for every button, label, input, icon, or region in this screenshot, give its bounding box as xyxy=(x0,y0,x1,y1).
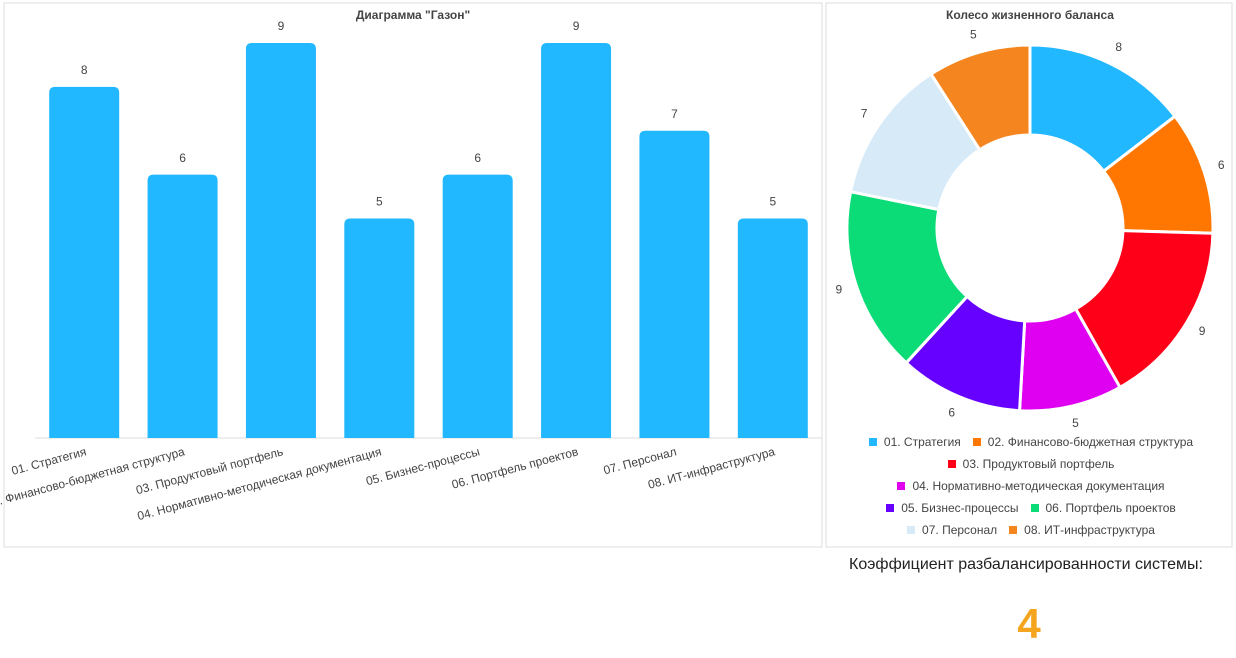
value-label: 6 xyxy=(1218,158,1225,172)
value-label: 9 xyxy=(278,19,285,33)
value-label: 8 xyxy=(1115,40,1122,54)
bar xyxy=(344,218,415,438)
legend-item[interactable]: 04. Нормативно-методическая документация xyxy=(897,475,1165,497)
value-label: 8 xyxy=(81,63,88,77)
pie-sector xyxy=(928,43,1032,152)
bar-title: Диаграмма "Газон" xyxy=(356,8,470,22)
legend-item[interactable]: 05. Бизнес-процессы xyxy=(886,497,1019,519)
legend-item[interactable]: 06. Портфель проектов xyxy=(1030,497,1176,519)
bar xyxy=(49,86,120,438)
bar xyxy=(541,43,612,438)
pie-sector xyxy=(1073,229,1215,390)
bar xyxy=(737,218,808,438)
bar xyxy=(442,174,513,438)
value-label: 7 xyxy=(861,107,868,121)
legend-item[interactable]: 03. Продуктовый портфель xyxy=(947,453,1115,475)
legend-label: 01. Стратегия xyxy=(883,435,961,449)
legend-label: 06. Портфель проектов xyxy=(1045,501,1176,515)
bar xyxy=(147,174,218,438)
bar xyxy=(245,43,316,438)
bar-panel xyxy=(3,2,823,548)
legend-label: 03. Продуктовый портфель xyxy=(962,457,1115,471)
legend: 01. Стратегия 02. Финансово-бюджетная стр… xyxy=(846,431,1216,541)
legend-swatch xyxy=(1030,504,1039,512)
value-label: 5 xyxy=(769,195,776,209)
legend-label: 05. Бизнес-процессы xyxy=(901,501,1019,515)
value-label: 5 xyxy=(1072,416,1079,430)
legend-label: 07. Персонал xyxy=(922,523,998,537)
legend-label: 08. ИТ-инфраструктура xyxy=(1024,523,1155,537)
legend-swatch xyxy=(947,460,956,468)
legend-swatch xyxy=(897,482,906,490)
value-label: 6 xyxy=(474,151,481,165)
pie-title: Колесо жизненного баланса xyxy=(946,8,1114,22)
value-label: 5 xyxy=(970,27,977,41)
value-label: 7 xyxy=(671,107,678,121)
legend-swatch xyxy=(907,526,916,534)
bar xyxy=(639,130,710,438)
value-label: 6 xyxy=(948,405,955,419)
legend-item[interactable]: 02. Финансово-бюджетная структура xyxy=(972,431,1194,453)
pie-sector xyxy=(845,189,970,365)
value-label: 6 xyxy=(179,151,186,165)
legend-label: 04. Нормативно-методическая документация xyxy=(912,479,1165,493)
legend-item[interactable]: 08. ИТ-инфраструктура xyxy=(1009,519,1155,541)
legend-swatch xyxy=(1009,526,1018,534)
legend-swatch xyxy=(972,438,981,446)
legend-item[interactable]: 07. Персонал xyxy=(907,519,997,541)
value-label: 9 xyxy=(573,19,580,33)
value-label: 9 xyxy=(835,282,842,296)
coefficient-label: Коэффициент разбалансированности системы… xyxy=(849,556,1203,573)
coefficient-value: 4 xyxy=(1017,600,1041,647)
value-label: 9 xyxy=(1199,324,1206,338)
pie-panel xyxy=(825,2,1233,548)
value-label: 5 xyxy=(376,195,383,209)
legend-item[interactable]: 01. Стратегия xyxy=(868,431,961,453)
legend-swatch xyxy=(868,438,877,446)
legend-swatch xyxy=(886,504,895,512)
legend-label: 02. Финансово-бюджетная структура xyxy=(987,435,1194,449)
